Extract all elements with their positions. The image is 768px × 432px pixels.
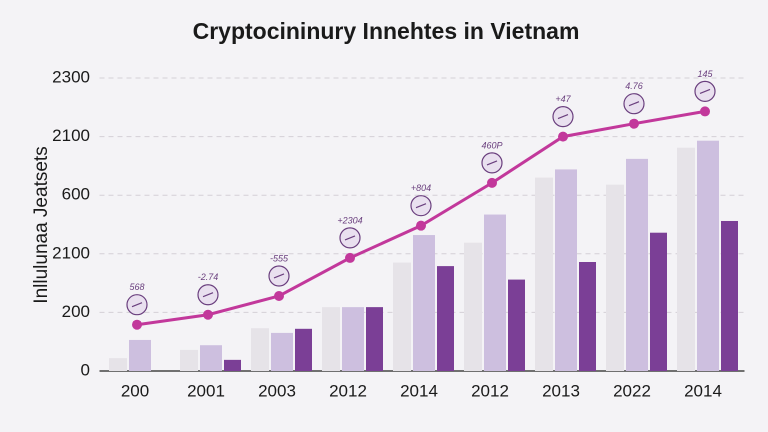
- bar: [437, 266, 454, 371]
- annotation: +804: [411, 183, 431, 193]
- x-tick-label: 2022: [613, 381, 651, 400]
- y-axis-title: Inllulunaa Jeatsets: [31, 146, 52, 303]
- line-marker: [700, 106, 710, 117]
- badge-icon: [202, 292, 214, 298]
- bar: [697, 140, 719, 371]
- bar: [677, 147, 695, 371]
- x-tick-label: 2001: [187, 381, 225, 400]
- x-tick-label: 2012: [471, 381, 509, 400]
- line-marker: [132, 319, 142, 330]
- y-tick-label: 0: [81, 360, 90, 379]
- line-marker: [203, 309, 213, 320]
- x-tick-label: 2014: [400, 381, 438, 400]
- line-marker: [416, 220, 426, 231]
- bar: [342, 307, 364, 371]
- y-tick-label: 200: [62, 302, 90, 321]
- annotation: 460P: [481, 140, 502, 150]
- chart-title: Cryptocininury Innehtes in Vietnam: [193, 18, 580, 44]
- y-tick-label: 600: [62, 185, 90, 204]
- annotation: -555: [270, 253, 289, 263]
- bar: [413, 235, 435, 371]
- line-marker: [345, 252, 355, 263]
- x-tick-label: 200: [121, 381, 149, 400]
- badge-icon: [344, 235, 356, 241]
- bar: [109, 358, 127, 371]
- bar: [224, 359, 241, 371]
- bar: [464, 242, 482, 371]
- badge-icon: [699, 88, 711, 94]
- badge-icon: [273, 273, 285, 279]
- bar: [366, 307, 383, 371]
- bar: [650, 232, 667, 371]
- bar: [295, 328, 312, 371]
- bar: [626, 158, 648, 371]
- annotation: +47: [555, 94, 571, 104]
- annotation: +2304: [337, 215, 362, 225]
- bar: [180, 349, 198, 371]
- line-marker: [558, 131, 568, 142]
- bar: [200, 345, 222, 371]
- bar: [271, 332, 293, 371]
- y-tick-label: 2300: [52, 67, 90, 86]
- line-marker: [487, 177, 497, 188]
- line-marker: [274, 290, 284, 301]
- x-tick-label: 2014: [684, 381, 722, 400]
- badge-icon: [628, 101, 640, 107]
- bar: [721, 220, 738, 371]
- line-marker: [629, 118, 639, 129]
- bar: [129, 339, 151, 371]
- x-tick-label: 2012: [329, 381, 367, 400]
- badge-icon: [415, 203, 427, 209]
- y-tick-label: 2100: [52, 243, 90, 262]
- bar: [579, 262, 596, 371]
- bar: [393, 262, 411, 371]
- annotation: 4.76: [625, 81, 643, 91]
- bar: [484, 214, 506, 371]
- annotation: 145: [697, 69, 713, 79]
- bar: [606, 184, 624, 371]
- bar: [251, 328, 269, 371]
- badge-icon: [557, 114, 569, 120]
- bar: [508, 279, 525, 371]
- bar: [555, 169, 577, 371]
- badge-icon: [486, 160, 498, 166]
- annotation: 568: [129, 282, 144, 292]
- x-tick-label: 2013: [542, 381, 580, 400]
- annotation: -2.74: [198, 272, 219, 282]
- x-tick-label: 2003: [258, 381, 296, 400]
- bar: [322, 307, 340, 371]
- bar: [535, 177, 553, 371]
- y-tick-label: 2100: [52, 126, 90, 145]
- badge-icon: [131, 302, 143, 308]
